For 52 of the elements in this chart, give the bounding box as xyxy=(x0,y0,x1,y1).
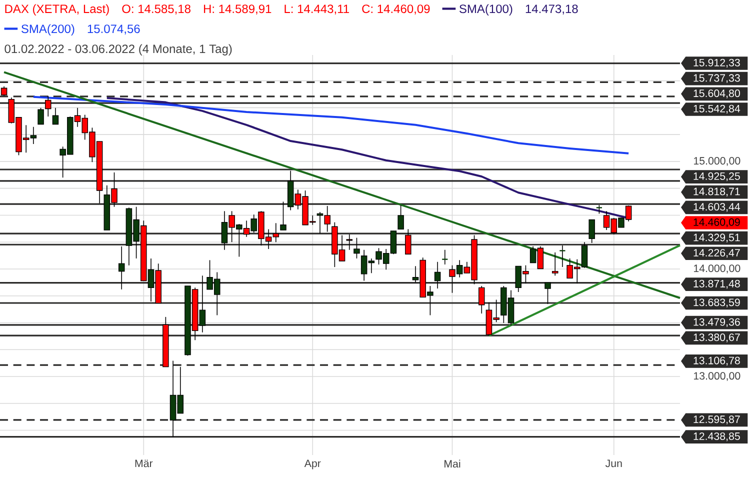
text: C: 14.460,09 xyxy=(362,4,430,14)
legend-label: SMA(100) xyxy=(459,4,512,16)
ref-line-label: 13.683,59 xyxy=(694,298,740,308)
ref-line-label: 14.329,51 xyxy=(694,234,740,242)
candlestick xyxy=(118,246,125,290)
ref-line-label: 14.818,71 xyxy=(694,188,740,196)
candlestick xyxy=(0,86,8,96)
ref-line-label: 12.438,85 xyxy=(694,432,740,442)
text: H: 14.589,91 xyxy=(204,4,272,14)
ref-line-label: 13.479,36 xyxy=(694,318,740,327)
candlestick xyxy=(544,282,551,304)
ref-line-label: 15.604,80 xyxy=(694,90,740,98)
candlestick xyxy=(552,252,558,276)
text: 15.074,56 xyxy=(88,24,140,34)
x-tick-label: Mär xyxy=(135,460,153,468)
ref-line-label: 12.595,87 xyxy=(694,416,740,424)
candlestick xyxy=(478,286,485,314)
candlestick xyxy=(354,237,360,259)
y-tick-label: 15.000,00 xyxy=(694,157,740,166)
ref-line-label: 14.226,47 xyxy=(694,248,740,258)
ref-line-label: 13.106,78 xyxy=(694,356,740,366)
candlestick xyxy=(434,261,441,289)
ref-line-label: 15.912,33 xyxy=(694,58,740,68)
ref-line-label: 15.737,33 xyxy=(694,74,740,83)
x-tick-label: Mai xyxy=(444,460,460,468)
ref-line-label: 14.925,25 xyxy=(694,172,740,182)
chart-subtitle: 01.02.2022 - 03.06.2022 (4 Monate, 1 Tag) xyxy=(4,44,232,56)
line-series xyxy=(32,96,630,154)
text: L: 14.443,11 xyxy=(284,4,349,14)
candlestick xyxy=(52,108,59,125)
candlestick xyxy=(559,245,566,268)
candlestick xyxy=(38,108,44,125)
ref-line-label: 13.871,48 xyxy=(694,280,740,289)
ref-line-label: 14.603,44 xyxy=(694,203,740,212)
text: O: 14.585,18 xyxy=(122,4,190,14)
candlestick xyxy=(405,228,412,255)
candlestick xyxy=(45,95,52,117)
candlestick xyxy=(442,249,448,265)
ref-line-label: 13.380,67 xyxy=(694,334,740,342)
y-tick-label: 13.000,00 xyxy=(694,372,740,381)
text: 14.473,18 xyxy=(526,4,578,14)
y-tick-label: 14.000,00 xyxy=(694,264,740,274)
chart-title: DAX (XETRA, Last) xyxy=(5,4,109,16)
x-tick-label: Apr xyxy=(304,460,321,470)
candlestick xyxy=(398,204,404,230)
text: 14.460,09 xyxy=(694,218,740,228)
x-tick-label: Jun xyxy=(605,460,622,468)
candlestick xyxy=(346,234,352,250)
legend-label: SMA(200) xyxy=(21,24,74,36)
candlestick xyxy=(280,201,286,230)
ref-line-label: 15.542,84 xyxy=(694,104,740,114)
candlestick xyxy=(588,219,595,244)
